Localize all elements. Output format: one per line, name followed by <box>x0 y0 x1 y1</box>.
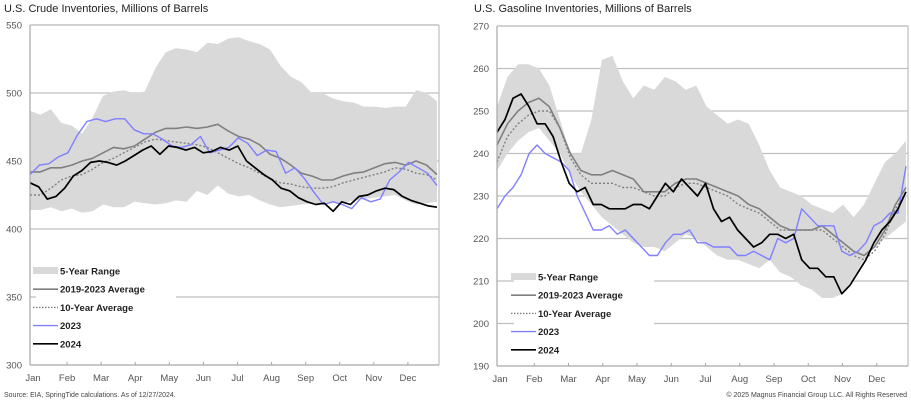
gasoline-x-tick-label: Feb <box>526 374 542 385</box>
gasoline-y-tick-label: 210 <box>473 277 489 288</box>
crude-legend-label: 2024 <box>60 339 82 350</box>
crude-x-tick-label: Apr <box>128 373 143 384</box>
crude-x-tick-label: Jun <box>196 373 211 384</box>
crude-legend-label: 2019-2023 Average <box>60 285 145 296</box>
gasoline-x-tick-label: Jul <box>699 374 711 385</box>
gasoline-x-tick-label: Nov <box>834 374 851 385</box>
gasoline-y-tick-label: 200 <box>473 319 489 330</box>
crude-y-tick-label: 500 <box>6 89 22 100</box>
crude-x-tick-label: Dec <box>399 373 416 384</box>
crude-5-year-range-area <box>30 37 437 213</box>
gasoline-x-tick-label: Mar <box>560 374 576 385</box>
crude-legend-label: 5-Year Range <box>60 267 120 278</box>
crude-legend-label: 2023 <box>60 321 81 332</box>
gasoline-x-tick-label: Jun <box>664 374 679 385</box>
gasoline-x-tick-label: Sep <box>766 374 783 385</box>
crude-x-tick-label: Nov <box>365 373 382 384</box>
gasoline-legend-label: 2019-2023 Average <box>538 291 623 302</box>
gasoline-avg-10-year-line <box>496 110 907 261</box>
gasoline-y-tick-label: 230 <box>473 192 489 203</box>
gasoline-line-2024 <box>496 93 907 295</box>
gasoline-x-tick-label: Apr <box>595 374 610 385</box>
gasoline-x-tick-label: May <box>628 374 646 385</box>
crude-line-2023 <box>29 118 438 210</box>
gasoline-x-tick-label: Jan <box>492 374 507 385</box>
crude-x-tick-label: Mar <box>93 373 109 384</box>
crude-x-tick-label: Aug <box>263 373 280 384</box>
gasoline-legend-label: 2023 <box>538 327 559 338</box>
gasoline-y-tick-label: 220 <box>473 234 489 245</box>
gasoline-line-2023 <box>496 144 907 261</box>
gasoline-y-tick-label: 240 <box>473 149 489 160</box>
crude-legend-swatch-range <box>33 267 58 274</box>
gasoline-y-tick-label: 260 <box>473 64 489 75</box>
gasoline-x-tick-label: Aug <box>731 374 748 385</box>
gasoline-x-tick-label: Dec <box>868 374 885 385</box>
gasoline-y-tick-label: 190 <box>473 362 489 373</box>
gasoline-y-tick-label: 270 <box>473 22 489 33</box>
crude-chart-title: U.S. Crude Inventories, Millions of Barr… <box>4 3 209 15</box>
crude-x-tick-label: Sep <box>297 373 314 384</box>
crude-y-tick-label: 300 <box>6 361 22 372</box>
gasoline-legend-background <box>514 269 654 358</box>
crude-legend-background <box>36 263 176 352</box>
crude-y-tick-label: 350 <box>6 293 22 304</box>
crude-legend-label: 10-Year Average <box>60 303 133 314</box>
crude-x-tick-label: Jul <box>231 373 243 384</box>
gasoline-5-year-range-area <box>497 55 906 298</box>
crude-x-tick-label: Oct <box>332 373 347 384</box>
crude-x-tick-label: May <box>160 373 178 384</box>
crude-avg-2019-2023-line <box>30 123 438 181</box>
crude-x-tick-label: Jan <box>25 373 40 384</box>
crude-line-2024 <box>29 145 438 213</box>
gasoline-legend-label: 5-Year Range <box>538 273 598 284</box>
gasoline-legend-swatch-range <box>511 273 536 280</box>
gasoline-x-tick-label: Oct <box>801 374 816 385</box>
gasoline-chart-title: U.S. Gasoline Inventories, Millions of B… <box>474 3 692 15</box>
crude-x-tick-label: Feb <box>59 373 75 384</box>
gasoline-y-tick-label: 250 <box>473 107 489 118</box>
crude-avg-10-year-line <box>30 138 438 196</box>
gasoline-legend-label: 2024 <box>538 345 560 356</box>
crude-y-tick-label: 550 <box>6 21 22 32</box>
crude-y-tick-label: 450 <box>6 157 22 168</box>
source-note: Source: EIA, SpringTide calculations. As… <box>4 392 176 399</box>
gasoline-legend-label: 10-Year Average <box>538 309 611 320</box>
copyright-note: © 2025 Magnus Financial Group LLC. All R… <box>726 392 907 399</box>
crude-y-tick-label: 400 <box>6 225 22 236</box>
